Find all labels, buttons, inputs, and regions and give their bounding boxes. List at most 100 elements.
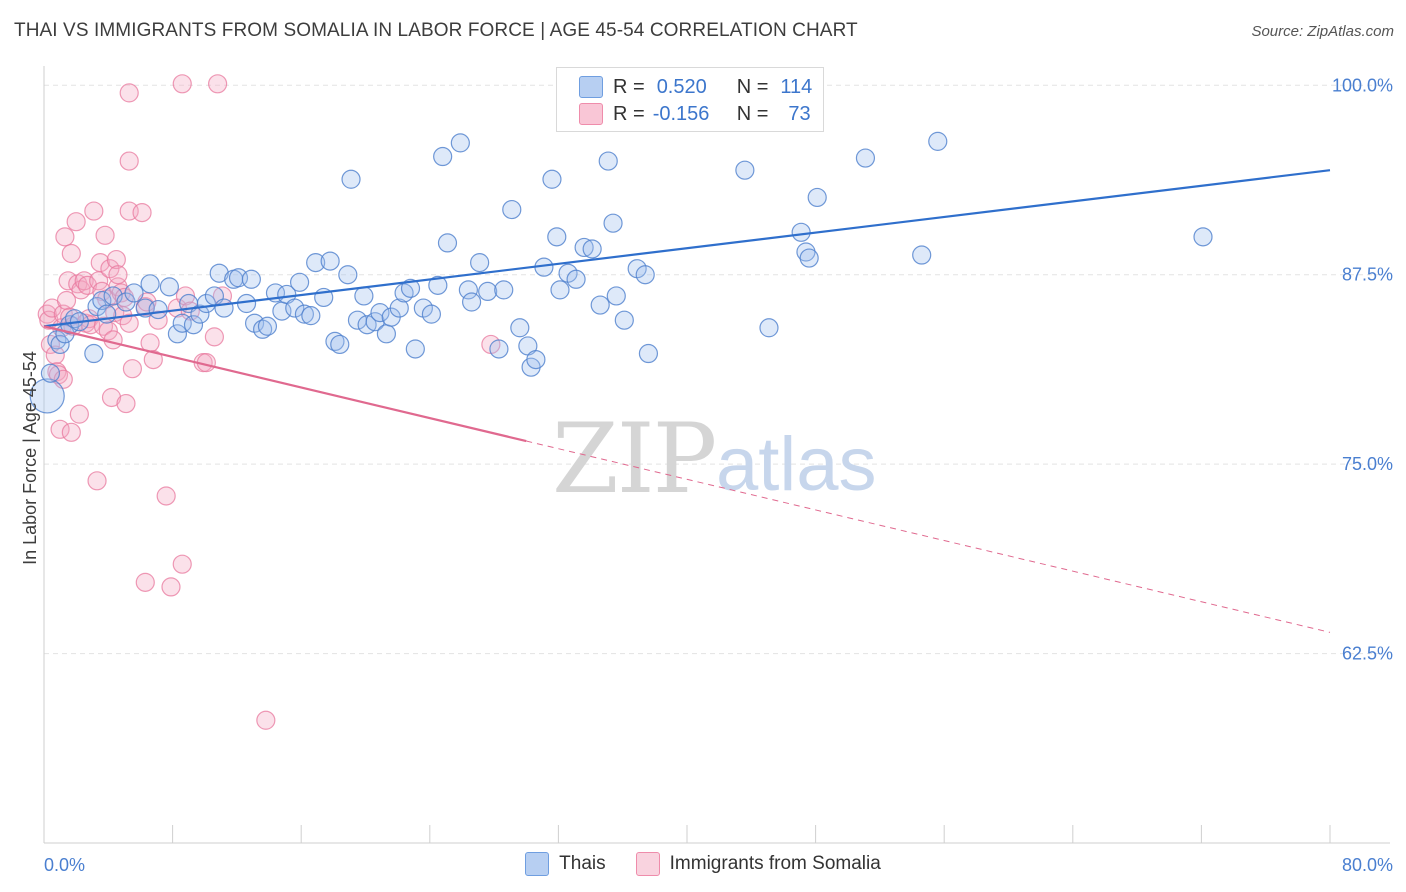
source-label: Source: ZipAtlas.com [1251, 23, 1394, 40]
thais-point [912, 245, 932, 265]
thais-point [928, 131, 948, 151]
somalia-point [143, 349, 163, 370]
somalia-point [116, 393, 136, 414]
thais-point [148, 299, 168, 320]
thais-point [603, 213, 623, 233]
thais-point [550, 280, 570, 300]
stats-n-label: N = [736, 75, 769, 98]
thais-point [428, 275, 448, 295]
somalia-point [61, 422, 81, 442]
thais-point [285, 298, 305, 318]
thais-point [40, 363, 61, 383]
stats-r-label: R = [613, 75, 645, 98]
legend-item-thais[interactable]: Thais [525, 852, 606, 876]
somalia-point [156, 486, 176, 506]
y-tick-label: 87.5% [1342, 265, 1393, 285]
stats-r-value: 0.520 [656, 75, 707, 98]
thais-point [405, 339, 425, 359]
stats-n-value: 73 [788, 102, 811, 125]
somalia-point [87, 471, 107, 491]
thais-point [214, 298, 234, 318]
thais-point [542, 169, 562, 189]
somalia-point [101, 387, 122, 408]
thais-point [301, 306, 321, 326]
thais-point [354, 286, 374, 306]
somalia-point [119, 151, 139, 171]
somalia-point [132, 203, 152, 223]
somalia-point [135, 572, 155, 592]
somalia-point [84, 201, 104, 221]
y-tick-label: 100.0% [1332, 75, 1393, 95]
watermark-zip: ZIP [552, 403, 715, 515]
somalia-point [45, 345, 65, 365]
watermark: ZIP atlas [552, 403, 877, 515]
thais-point [791, 222, 811, 242]
somalia-point [69, 404, 89, 424]
thais-point [84, 343, 104, 364]
thais-point [306, 253, 326, 273]
somalia-point [119, 83, 139, 103]
stats-swatch-thais [579, 76, 603, 98]
thais-point [759, 318, 779, 338]
thais-point [566, 269, 586, 289]
thais-point [29, 378, 65, 414]
thais-point [638, 343, 659, 364]
somalia-point [148, 310, 168, 330]
thais-point [606, 286, 626, 306]
thais-point [257, 316, 278, 336]
thais-point [735, 160, 755, 180]
thais-point [478, 281, 498, 301]
grid-lines [44, 84, 1380, 655]
thais-point [140, 274, 160, 294]
somalia-point [256, 710, 276, 730]
thais-point [502, 199, 522, 220]
axes [43, 66, 1390, 844]
somalia-point [172, 554, 192, 574]
thais-point [330, 334, 350, 355]
thais-point [320, 251, 340, 271]
somalia-point [119, 313, 139, 333]
thais-point [489, 339, 509, 359]
somalia-point [98, 321, 118, 341]
stats-legend: R = 0.520 N = 114 R = -0.156 N = 73 [556, 67, 824, 132]
thais-point [450, 133, 470, 153]
thais-point [341, 169, 361, 189]
thais-point [365, 312, 385, 332]
thais-point [635, 265, 655, 285]
thais-point [370, 303, 390, 323]
thais-point [433, 146, 453, 167]
x-tick-label: 0.0% [44, 855, 85, 875]
thais-point [598, 151, 618, 171]
somalia-point [103, 330, 123, 350]
somalia-point [56, 290, 77, 311]
thais-point [458, 280, 478, 300]
thais-point [796, 242, 816, 262]
thais-point [494, 280, 514, 300]
legend-label-thais: Thais [559, 853, 606, 874]
stats-n-label: N = [736, 102, 769, 125]
stats-swatch-somalia [579, 103, 603, 125]
thais-point [421, 304, 442, 324]
thais-point [614, 310, 634, 330]
y-tick-label: 75.0% [1342, 454, 1393, 474]
somalia-point [106, 249, 126, 270]
stats-r-value: -0.156 [652, 102, 710, 125]
thais-point [124, 283, 144, 303]
thais-point [547, 227, 567, 247]
somalia-point [208, 74, 228, 94]
somalia-point [108, 265, 128, 285]
thais-point [470, 253, 490, 273]
somalia-point [66, 212, 86, 232]
stats-r-label: R = [613, 102, 645, 125]
somalia-point [122, 359, 143, 379]
legend-swatch-thais [525, 852, 550, 876]
somalia-point [47, 362, 67, 382]
series-thais-points [29, 72, 1213, 414]
thais-point [526, 349, 546, 370]
legend-item-somalia[interactable]: Immigrants from Somalia [635, 852, 881, 876]
somalia-point [90, 253, 110, 273]
x-tick-labels: 0.0% 80.0% [44, 855, 1393, 875]
y-tick-label: 62.5% [1342, 644, 1393, 664]
thais-point [389, 298, 409, 318]
thais-point [209, 263, 229, 283]
